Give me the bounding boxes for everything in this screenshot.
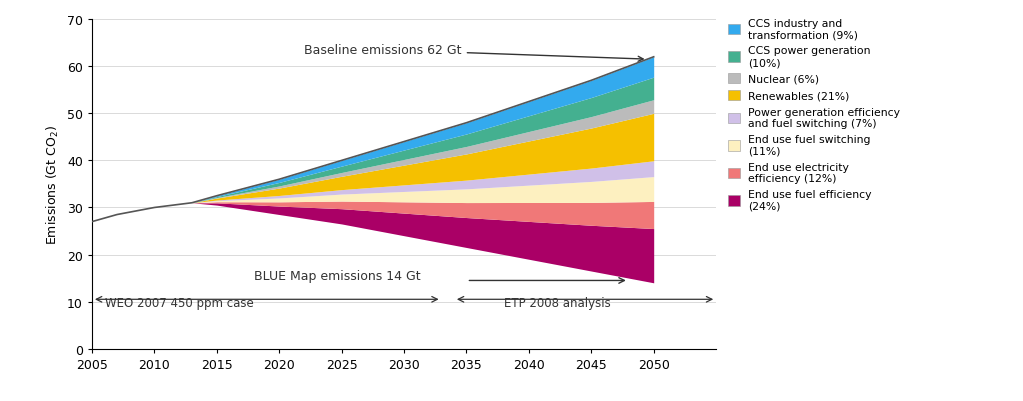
Text: WEO 2007 450 ppm case: WEO 2007 450 ppm case (104, 297, 254, 310)
Y-axis label: Emissions (Gt CO$_2$): Emissions (Gt CO$_2$) (45, 125, 61, 244)
Legend: CCS industry and
transformation (9%), CCS power generation
(10%), Nuclear (6%), : CCS industry and transformation (9%), CC… (727, 19, 900, 211)
Text: ETP 2008 analysis: ETP 2008 analysis (504, 297, 611, 310)
Text: Baseline emissions 62 Gt: Baseline emissions 62 Gt (304, 44, 643, 62)
Text: BLUE Map emissions 14 Gt: BLUE Map emissions 14 Gt (255, 269, 420, 283)
